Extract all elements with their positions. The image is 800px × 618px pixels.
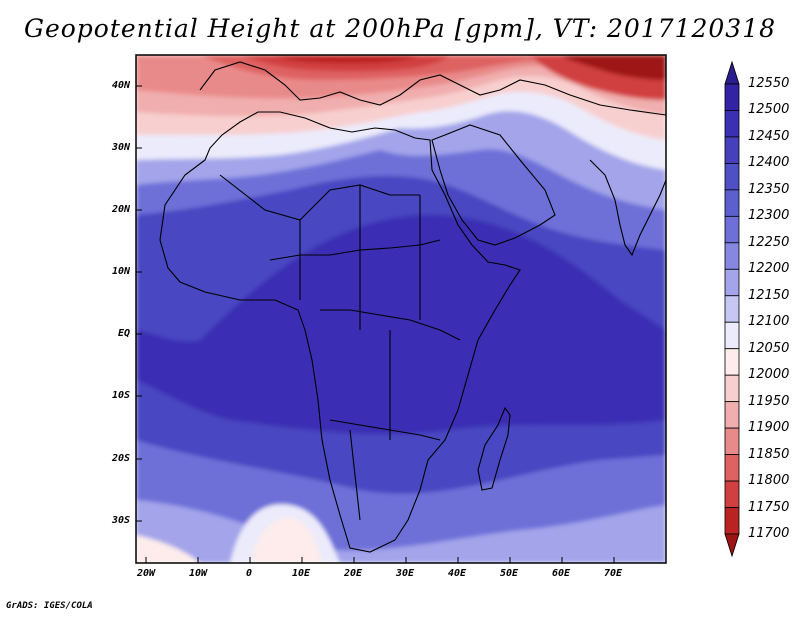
- axis-ticks: [136, 85, 615, 563]
- colorbar-swatch: [724, 268, 740, 297]
- colorbar-swatch: [724, 454, 740, 482]
- map-title: Geopotential Height at 200hPa [gpm], VT:…: [23, 14, 777, 43]
- lon-label-20e: 20E: [343, 568, 363, 579]
- lat-label-30s: 30S: [111, 515, 130, 526]
- lat-label-10n: 10N: [111, 266, 130, 277]
- colorbar-swatch: [724, 83, 740, 111]
- lon-label-30e: 30E: [395, 568, 415, 579]
- colorbar-swatch: [724, 507, 740, 535]
- lon-label-40e: 40E: [447, 568, 467, 579]
- lat-label-20s: 20S: [111, 453, 130, 464]
- colorbar-swatch: [724, 427, 740, 455]
- colorbar-level-label: 11900: [748, 420, 790, 436]
- colorbar-level-label: 12300: [748, 208, 790, 224]
- colorbar-level-label: 11800: [748, 473, 790, 489]
- colorbar-level-label: 11750: [748, 499, 790, 515]
- lon-label-0: 0: [245, 568, 253, 579]
- border-sahara: [219, 174, 420, 221]
- colorbar-level-label: 12500: [748, 102, 790, 118]
- colorbar-level-label: 12050: [748, 340, 790, 356]
- colorbar-swatch: [724, 374, 740, 403]
- colorbar-swatch: [724, 321, 740, 350]
- lat-label-30n: 30N: [111, 142, 130, 153]
- lon-label-10w: 10W: [188, 568, 208, 579]
- lat-label-20n: 20N: [111, 204, 130, 215]
- contour-field: [136, 55, 666, 563]
- lat-label-10s: 10S: [111, 390, 130, 401]
- lat-label-eq: EQ: [117, 328, 130, 339]
- coastlines: [159, 61, 666, 553]
- colorbar-swatch: [724, 189, 740, 217]
- colorbar-level-label: 12250: [748, 234, 790, 250]
- colorbar-swatch: [724, 163, 740, 191]
- colorbar-level-label: 12150: [748, 287, 790, 303]
- colorbar-level-label: 12000: [748, 367, 790, 383]
- footer-credit: GrADS: IGES/COLA: [6, 601, 93, 611]
- colorbar-level-label: 11700: [748, 526, 790, 541]
- contour-band-north-red4: [270, 55, 420, 64]
- colorbar-swatch: [724, 136, 740, 164]
- map-frame: [135, 54, 667, 564]
- colorbar: [724, 60, 740, 558]
- europe-coastline: [199, 61, 666, 116]
- colorbar-swatch: [724, 480, 740, 508]
- colorbar-level-label: 12350: [748, 181, 790, 197]
- lon-label-10e: 10E: [291, 568, 311, 579]
- colorbar-swatch: [724, 215, 740, 244]
- colorbar-swatch: [724, 242, 740, 270]
- colorbar-level-label: 12550: [748, 76, 790, 91]
- border-verticals: [299, 185, 421, 521]
- lon-label-20w: 20W: [136, 568, 156, 579]
- colorbar-level-label: 11850: [748, 446, 790, 462]
- lon-label-70e: 70E: [603, 568, 623, 579]
- lon-label-60e: 60E: [551, 568, 571, 579]
- colorbar-swatch: [724, 348, 740, 376]
- colorbar-level-label: 12450: [748, 128, 790, 144]
- contour-band-sw-pink: [136, 535, 200, 563]
- colorbar-level-label: 12200: [748, 261, 790, 277]
- contour-band-ne-darkred: [560, 55, 666, 80]
- border-central: [320, 309, 461, 341]
- colorbar-bottom-arrow: [724, 533, 740, 558]
- contour-band-south-pink: [250, 517, 322, 563]
- contour-band-tropics-dark: [136, 214, 666, 435]
- colorbar-swatch: [724, 295, 740, 323]
- india-coastline: [589, 159, 666, 257]
- colorbar-level-label: 12100: [748, 314, 790, 330]
- africa-coastline: [159, 111, 521, 553]
- colorbar-top-arrow: [724, 60, 740, 85]
- lon-label-50e: 50E: [499, 568, 519, 579]
- colorbar-swatch: [724, 401, 740, 429]
- colorbar-swatch: [724, 110, 740, 138]
- madagascar-coastline: [477, 406, 511, 491]
- colorbar-level-label: 12400: [748, 155, 790, 171]
- arabia-coastline: [431, 124, 556, 246]
- colorbar-level-label: 11950: [748, 393, 790, 409]
- lat-label-40n: 40N: [111, 80, 130, 91]
